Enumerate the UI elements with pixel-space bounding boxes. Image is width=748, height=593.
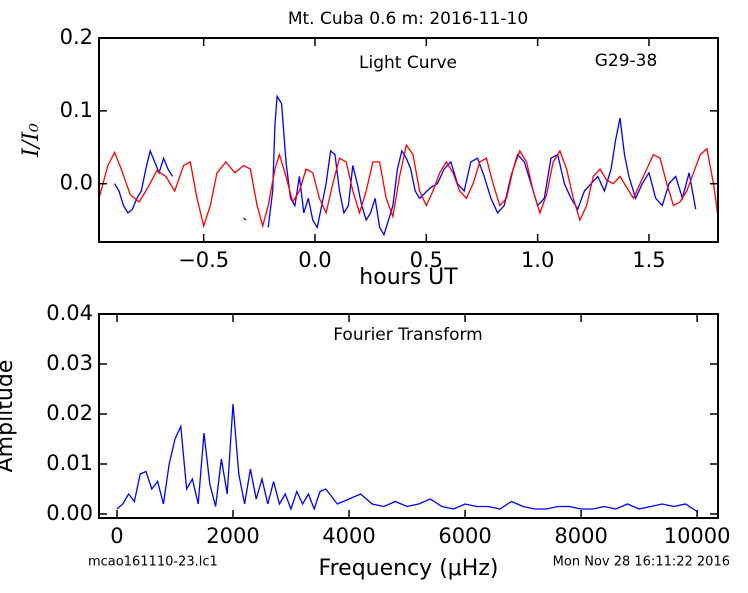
y-tick-label: 0.1 xyxy=(60,98,93,122)
y-tick-label: 0.0 xyxy=(60,171,93,195)
data-line xyxy=(116,403,698,513)
y-tick-label: 0.00 xyxy=(46,501,93,525)
x-tick-label: 4000 xyxy=(322,524,375,548)
annotation: Light Curve xyxy=(359,53,457,73)
y-axis-label: Amplitude xyxy=(0,360,18,473)
x-tick-label: 8000 xyxy=(554,524,607,548)
data-line xyxy=(114,94,697,237)
data-line xyxy=(98,143,719,229)
figure-title: Mt. Cuba 0.6 m: 2016-11-10 xyxy=(288,9,528,29)
plot-frame xyxy=(98,313,719,519)
x-tick-label: 0.0 xyxy=(298,248,331,272)
x-tick-label: 0.5 xyxy=(410,248,443,272)
y-axis-label: I/I₀ xyxy=(19,123,44,158)
x-tick-label: 6000 xyxy=(438,524,491,548)
x-tick-label: 1.0 xyxy=(521,248,554,272)
x-tick-label: 1.5 xyxy=(632,248,665,272)
annotation: Fourier Transform xyxy=(333,325,482,345)
y-tick-label: 0.01 xyxy=(46,451,93,475)
y-tick-label: 0.04 xyxy=(46,301,93,325)
x-tick-label: 2000 xyxy=(206,524,259,548)
footer-left: mcao161110-23.lc1 xyxy=(88,555,218,570)
footer-right: Mon Nov 28 16:11:22 2016 xyxy=(553,555,730,570)
x-tick-label: 10000 xyxy=(664,524,731,548)
x-tick-label: −0.5 xyxy=(178,248,229,272)
x-axis-label: Frequency (μHz) xyxy=(319,556,499,581)
y-tick-label: 0.02 xyxy=(46,401,93,425)
x-tick-label: 0 xyxy=(110,524,123,548)
y-tick-label: 0.03 xyxy=(46,351,93,375)
y-tick-label: 0.2 xyxy=(60,25,93,49)
annotation: G29-38 xyxy=(595,51,658,71)
x-axis-label: hours UT xyxy=(359,265,458,290)
plot-frame xyxy=(98,37,719,243)
